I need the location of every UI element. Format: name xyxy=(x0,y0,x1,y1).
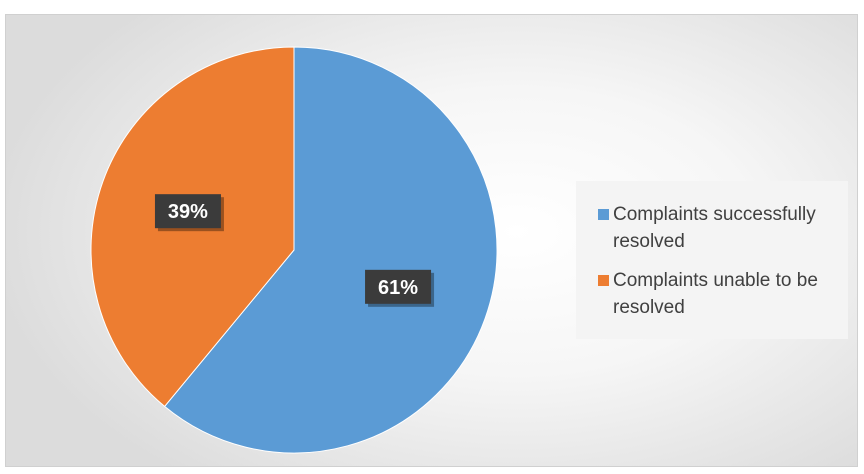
data-label-resolved: 61% xyxy=(365,269,435,307)
svg-text:61%: 61% xyxy=(378,277,418,299)
svg-text:39%: 39% xyxy=(168,201,208,223)
data-label-unresolved: 39% xyxy=(154,194,224,232)
legend: Complaints successfully resolved Complai… xyxy=(576,181,848,339)
pie-slice-resolved xyxy=(163,46,498,454)
legend-swatch-resolved xyxy=(598,209,609,220)
chart-area: 61% 39% Complaints successfully resolved … xyxy=(5,14,858,467)
legend-label-unresolved: Complaints unable to be resolved xyxy=(613,270,818,318)
legend-swatch-unresolved xyxy=(598,275,609,286)
legend-item-unresolved: Complaints unable to be resolved xyxy=(598,267,853,321)
legend-label-resolved: Complaints successfully resolved xyxy=(613,204,816,252)
legend-item-resolved: Complaints successfully resolved xyxy=(598,201,853,255)
pie-chart: 61% 39% xyxy=(90,46,498,454)
